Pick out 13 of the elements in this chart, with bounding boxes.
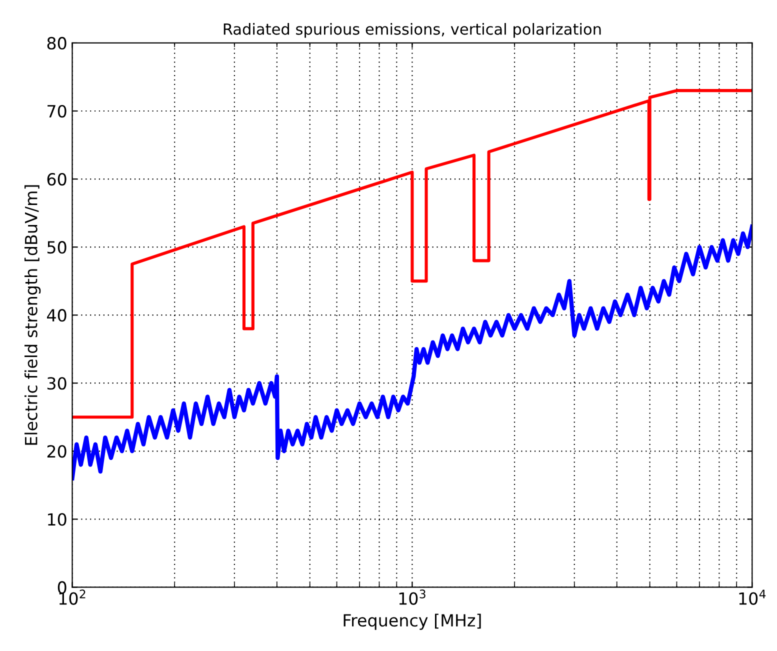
y-tick-label: 10 <box>48 513 66 526</box>
y-tick-label: 50 <box>47 241 66 254</box>
x-tick-label: 10$^{3}$ <box>399 590 426 605</box>
y-tick-label: 60 <box>47 172 66 186</box>
y-tick-label: 80 <box>47 36 66 50</box>
chart-title: Radiated spurious emissions, vertical polarization <box>224 23 601 38</box>
y-tick-label: 30 <box>47 377 66 390</box>
y-tick-label: 70 <box>48 104 66 118</box>
y-tick-label: 20 <box>47 445 66 458</box>
y-axis-title: Electric field strength [dBuV/m] <box>24 185 41 445</box>
y-tick-label: 40 <box>47 309 66 322</box>
x-tick-label: 10$^{4}$ <box>739 590 766 605</box>
x-axis-title: Frequency [MHz] <box>344 614 481 630</box>
